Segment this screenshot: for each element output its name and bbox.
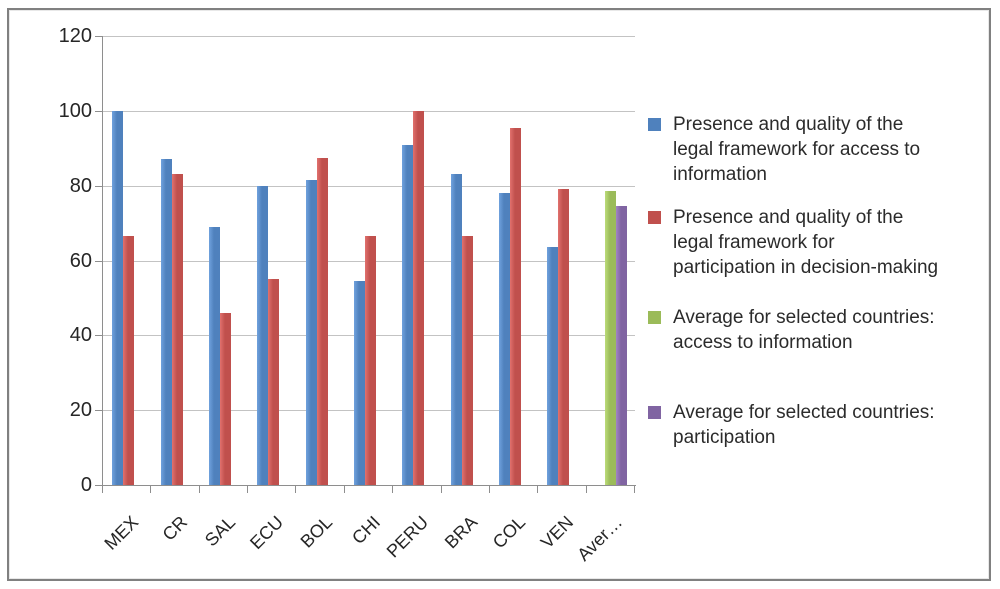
bar (558, 189, 569, 485)
y-axis-tick-label: 100 (58, 100, 92, 122)
bar (123, 236, 134, 485)
gridline (103, 186, 635, 187)
x-axis-tick (344, 486, 345, 493)
plot-area (103, 36, 635, 485)
x-axis-tick (537, 486, 538, 493)
bar (112, 111, 123, 485)
y-axis-tick (95, 335, 103, 336)
legend-item: Average for selected countries: particip… (648, 400, 993, 450)
legend-label: Presence and quality of the legal framew… (673, 114, 921, 185)
bar (161, 159, 172, 485)
bar (510, 128, 521, 485)
y-axis-tick (95, 36, 103, 37)
gridline (103, 36, 635, 37)
bar (605, 191, 616, 485)
x-axis-tick (295, 486, 296, 493)
x-axis-tick (634, 486, 635, 493)
y-axis-tick (95, 186, 103, 187)
x-axis-tick (489, 486, 490, 493)
x-axis-tick (150, 486, 151, 493)
bar (220, 313, 231, 485)
legend-item: Presence and quality of the legal framew… (648, 112, 993, 187)
bar (306, 180, 317, 485)
legend-label: Presence and quality of the legal framew… (673, 207, 939, 278)
y-axis-tick-label: 120 (58, 25, 92, 47)
y-axis-tick (95, 261, 103, 262)
bar (317, 158, 328, 485)
x-axis-tick (392, 486, 393, 493)
bar (209, 227, 220, 485)
legend-marker-icon (648, 211, 661, 224)
bar (616, 206, 627, 485)
y-axis-tick-label: 80 (69, 175, 92, 197)
x-axis-tick (102, 486, 103, 493)
legend-item: Presence and quality of the legal framew… (648, 205, 993, 280)
gridline (103, 111, 635, 112)
legend-label: Average for selected countries: particip… (673, 402, 935, 448)
bar (462, 236, 473, 485)
bar (365, 236, 376, 485)
bar (451, 174, 462, 485)
x-axis-tick (247, 486, 248, 493)
legend-marker-icon (648, 406, 661, 419)
x-axis-tick (586, 486, 587, 493)
bar (257, 186, 268, 485)
x-axis-tick (199, 486, 200, 493)
y-axis-tick-label: 60 (69, 250, 92, 272)
bar (499, 193, 510, 485)
y-axis-tick (95, 111, 103, 112)
bar (402, 145, 413, 485)
legend-item: Average for selected countries: access t… (648, 305, 993, 355)
y-axis-tick (95, 485, 103, 486)
y-axis-tick (95, 410, 103, 411)
figure-border (7, 8, 991, 581)
bar (547, 247, 558, 485)
y-axis-tick-label: 20 (69, 399, 92, 421)
y-axis-tick-label: 0 (80, 474, 92, 496)
legend-label: Average for selected countries: access t… (673, 307, 935, 353)
bar (354, 281, 365, 485)
legend-marker-icon (648, 311, 661, 324)
y-axis-tick-label: 40 (69, 324, 92, 346)
bar (268, 279, 279, 485)
x-axis-line (102, 485, 636, 486)
bar (172, 174, 183, 485)
bar (413, 111, 424, 485)
x-axis-tick (441, 486, 442, 493)
legend-marker-icon (648, 118, 661, 131)
